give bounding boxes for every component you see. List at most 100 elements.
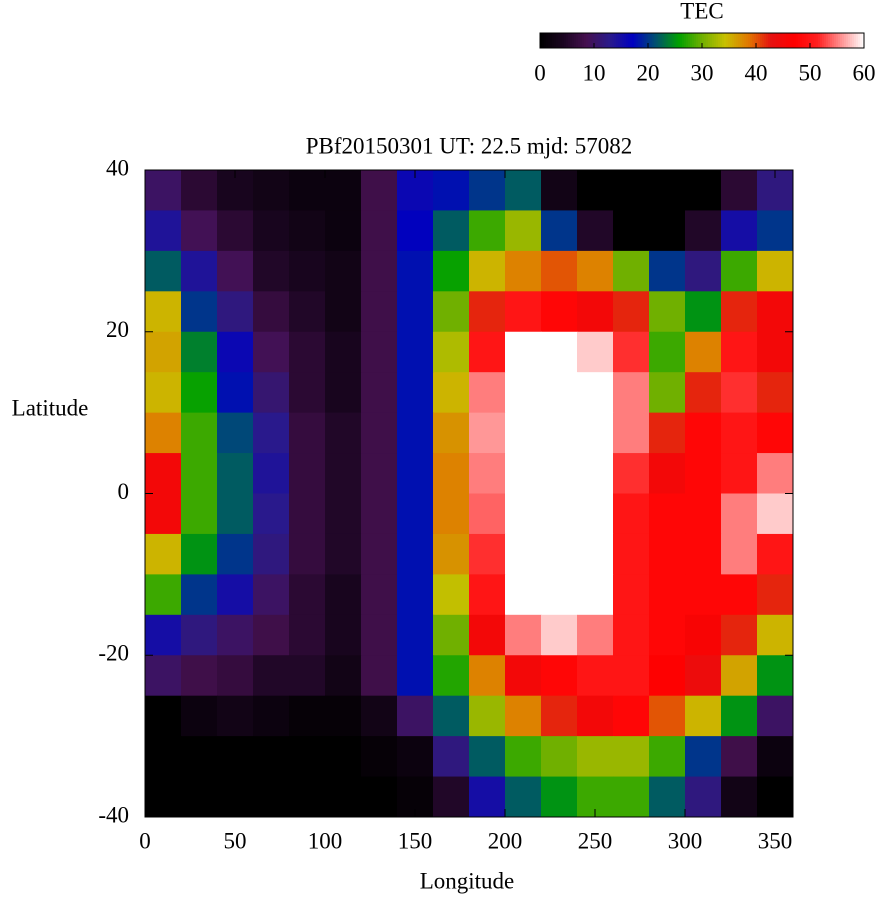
- heat-cell: [253, 776, 290, 818]
- heat-cell: [613, 170, 650, 211]
- heat-cell: [325, 291, 362, 333]
- colorbar-swatch: [858, 33, 861, 48]
- heat-cell: [685, 291, 722, 333]
- y-tick-label: 20: [106, 317, 129, 342]
- heat-cell: [469, 331, 506, 373]
- heat-cell: [721, 372, 758, 414]
- colorbar-swatch: [680, 33, 683, 48]
- heat-cell: [685, 493, 722, 535]
- heat-cell: [361, 574, 398, 616]
- heat-cell: [361, 372, 398, 414]
- heat-cell: [649, 210, 686, 252]
- colorbar-swatch: [558, 33, 561, 48]
- heat-cell: [289, 695, 326, 737]
- heat-cell: [649, 372, 686, 414]
- heat-cell: [433, 655, 470, 697]
- heat-cell: [685, 210, 722, 252]
- heat-cell: [613, 614, 650, 656]
- heat-cell: [361, 291, 398, 333]
- heat-cell: [433, 736, 470, 778]
- heat-cell: [577, 655, 614, 697]
- heat-cell: [721, 412, 758, 454]
- colorbar-swatch: [600, 33, 603, 48]
- colorbar-swatch: [648, 33, 651, 48]
- heat-cell: [361, 533, 398, 575]
- colorbar-swatch: [622, 33, 625, 48]
- colorbar-swatch: [738, 33, 741, 48]
- heat-cell: [469, 574, 506, 616]
- colorbar-swatch: [626, 33, 629, 48]
- heat-cell: [613, 655, 650, 697]
- heat-cell: [253, 170, 290, 211]
- heat-cell: [397, 614, 434, 656]
- heat-cell: [469, 453, 506, 494]
- heat-cell: [325, 695, 362, 737]
- colorbar-swatch: [844, 33, 847, 48]
- colorbar-swatch: [694, 33, 697, 48]
- colorbar-swatch: [566, 33, 569, 48]
- colorbar-swatch: [672, 33, 675, 48]
- colorbar-swatch: [752, 33, 755, 48]
- heat-cell: [217, 655, 254, 697]
- colorbar-swatch: [828, 33, 831, 48]
- colorbar-swatch: [660, 33, 663, 48]
- colorbar-swatch: [644, 33, 647, 48]
- colorbar-swatch: [740, 33, 743, 48]
- heat-cell: [577, 533, 614, 575]
- heat-cell: [217, 574, 254, 616]
- heat-cell: [145, 250, 182, 292]
- colorbar-swatch: [814, 33, 817, 48]
- heat-cell: [361, 776, 398, 818]
- heat-cell: [145, 533, 182, 575]
- heat-cell: [289, 533, 326, 575]
- heat-cell: [505, 210, 542, 252]
- heat-cell: [397, 331, 434, 373]
- colorbar-swatch: [692, 33, 695, 48]
- heat-cell: [145, 170, 182, 211]
- colorbar-swatch: [726, 33, 729, 48]
- heat-cell: [433, 291, 470, 333]
- heat-cell: [433, 372, 470, 414]
- colorbar-swatch: [674, 33, 677, 48]
- colorbar-swatch: [578, 33, 581, 48]
- heat-cell: [721, 493, 758, 535]
- heat-cell: [721, 655, 758, 697]
- colorbar-swatch: [616, 33, 619, 48]
- heat-cell: [361, 655, 398, 697]
- heat-cell: [721, 170, 758, 211]
- heat-cell: [721, 614, 758, 656]
- colorbar-swatch: [760, 33, 763, 48]
- heat-cell: [757, 331, 794, 373]
- heat-cell: [433, 574, 470, 616]
- colorbar-swatch: [580, 33, 583, 48]
- heat-cell: [325, 412, 362, 454]
- heat-cell: [505, 250, 542, 292]
- heat-cell: [397, 574, 434, 616]
- x-tick-label: 250: [578, 828, 613, 853]
- heat-cell: [217, 412, 254, 454]
- colorbar-swatch: [658, 33, 661, 48]
- heat-cell: [469, 493, 506, 535]
- colorbar-swatch: [856, 33, 859, 48]
- colorbar-swatch: [754, 33, 757, 48]
- heat-cell: [253, 736, 290, 778]
- colorbar-swatch: [652, 33, 655, 48]
- heat-cell: [433, 210, 470, 252]
- heat-cell: [685, 250, 722, 292]
- heat-cell: [433, 776, 470, 818]
- heat-cell: [649, 250, 686, 292]
- colorbar-swatch: [742, 33, 745, 48]
- heat-cell: [361, 210, 398, 252]
- colorbar-swatch: [560, 33, 563, 48]
- heat-cell: [505, 655, 542, 697]
- heat-cell: [289, 614, 326, 656]
- heat-cell: [253, 412, 290, 454]
- colorbar-swatch: [714, 33, 717, 48]
- chart-title: PBf20150301 UT: 22.5 mjd: 57082: [306, 133, 633, 158]
- colorbar-swatch: [840, 33, 843, 48]
- colorbar-swatch: [546, 33, 549, 48]
- colorbar-swatch: [848, 33, 851, 48]
- heat-cell: [721, 736, 758, 778]
- colorbar-swatch: [784, 33, 787, 48]
- heat-cell: [289, 250, 326, 292]
